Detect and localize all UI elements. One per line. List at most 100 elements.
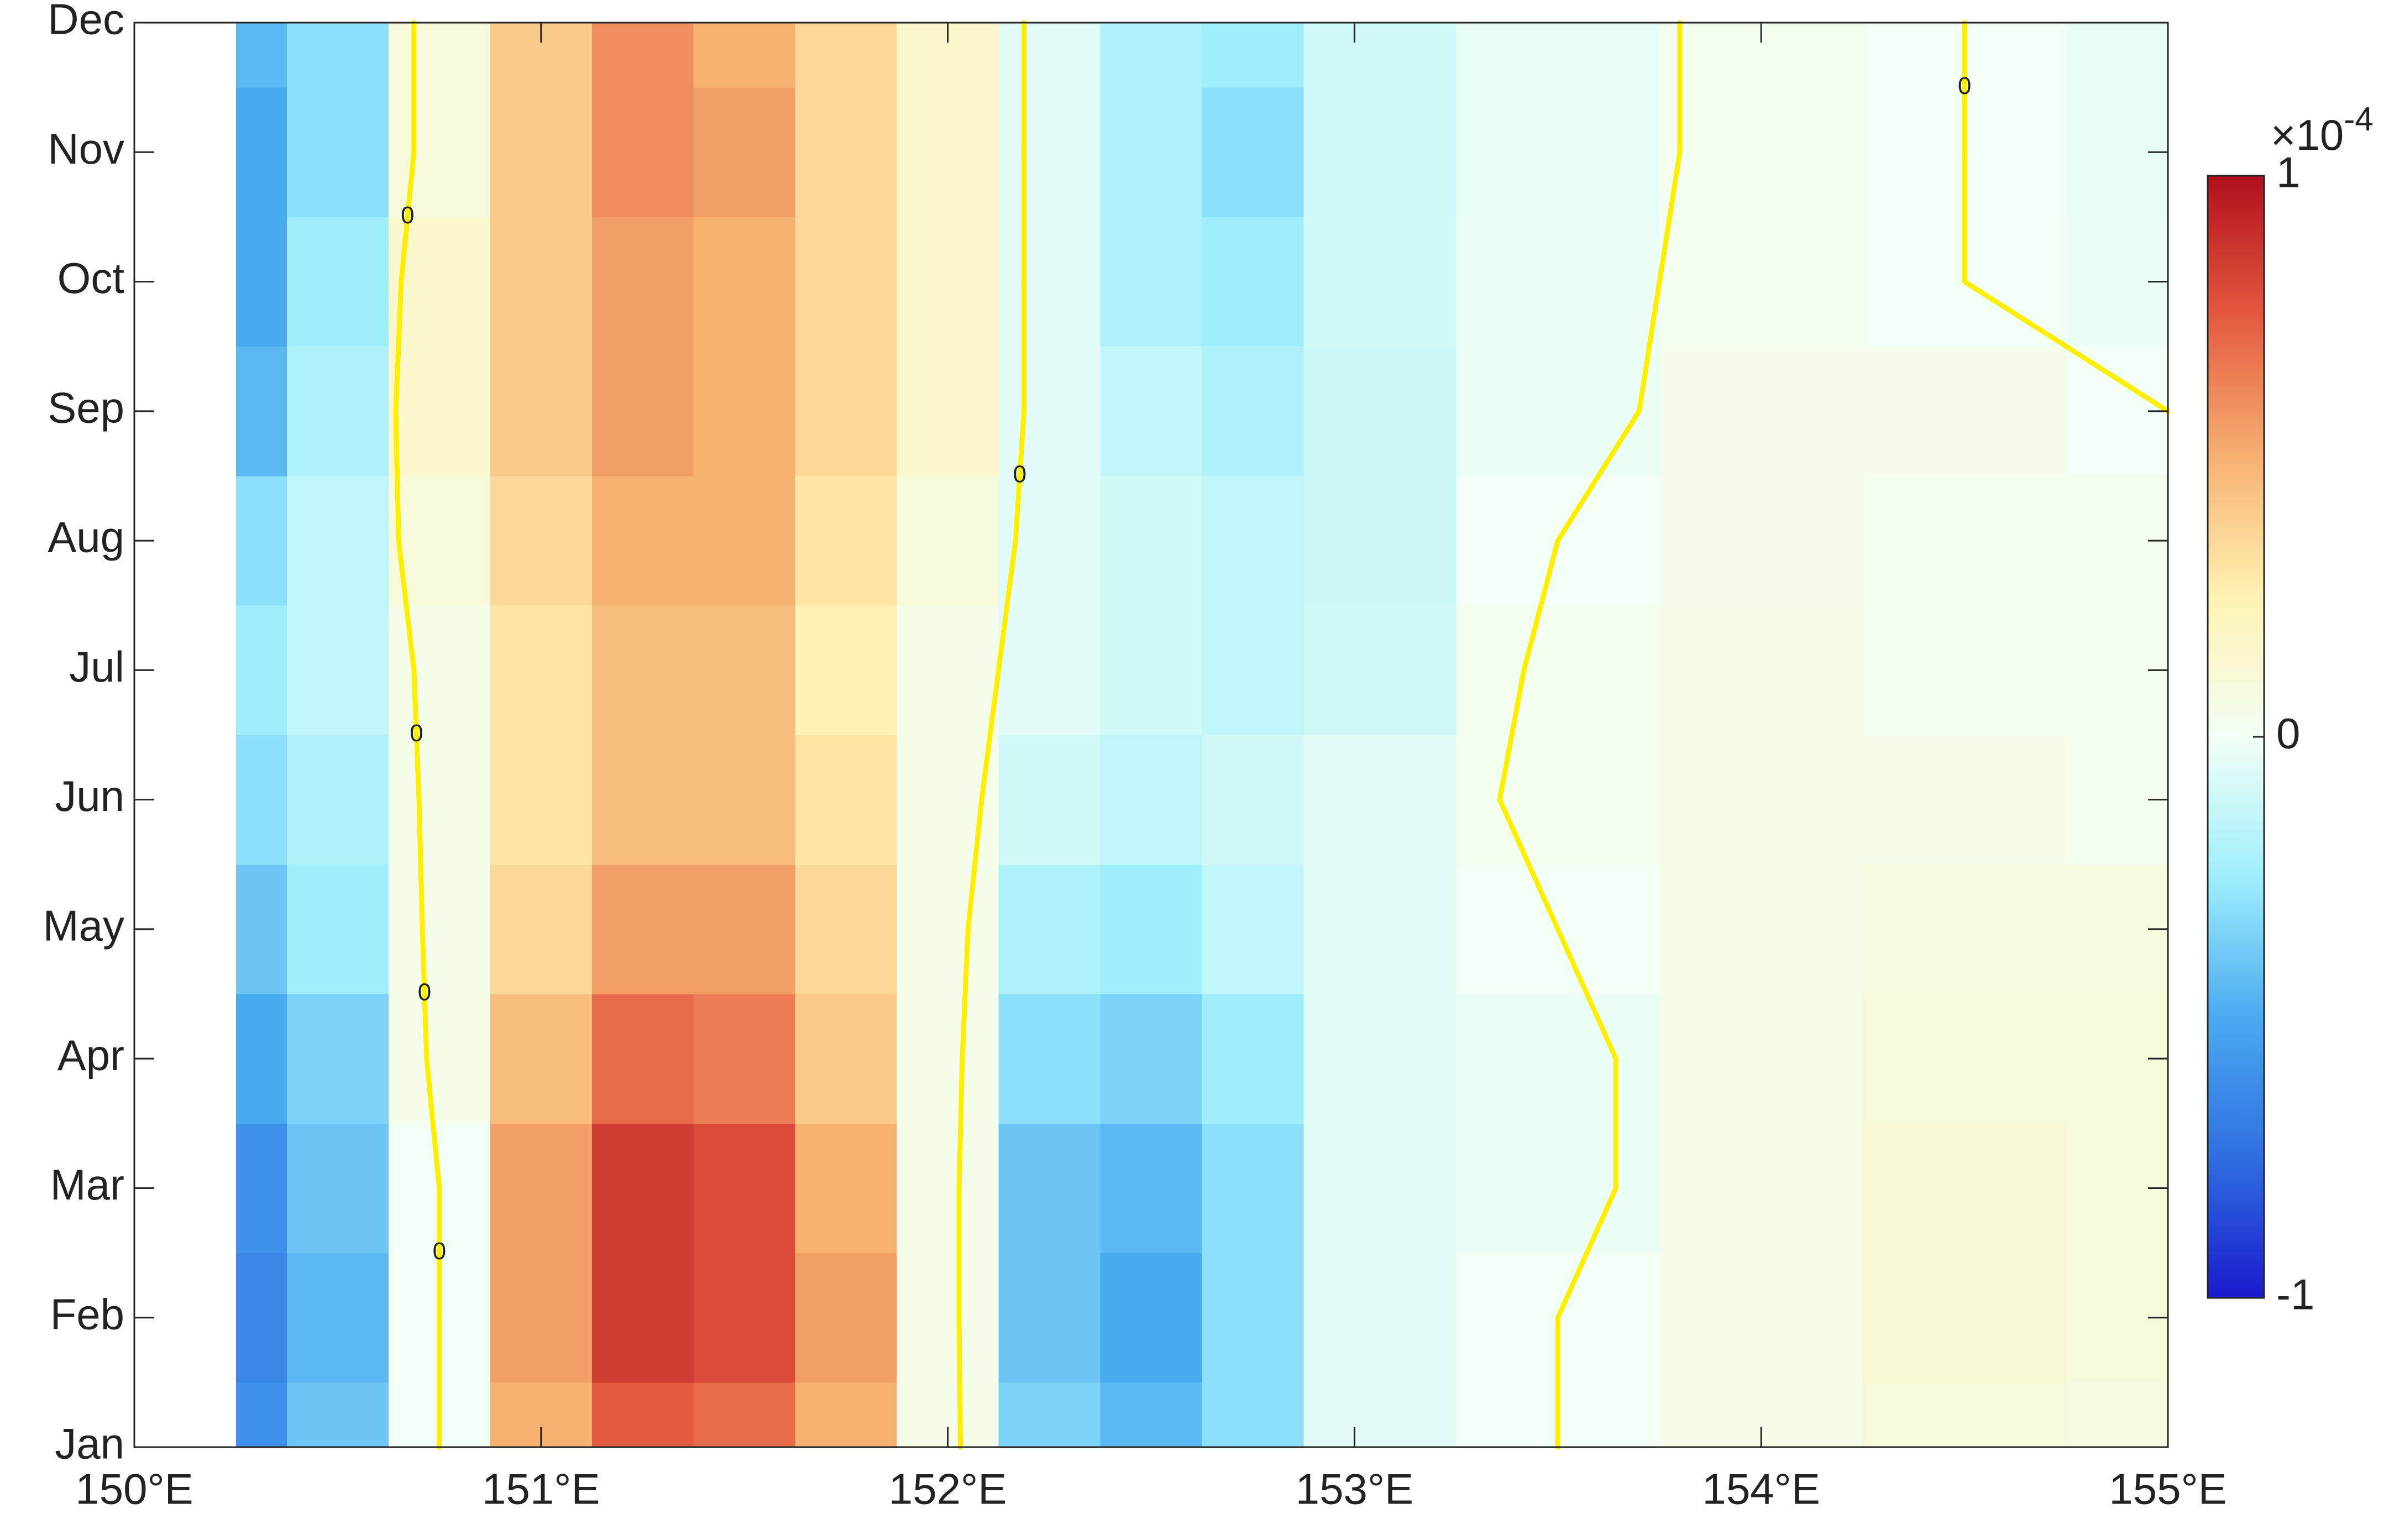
cell [490, 864, 593, 994]
cell [235, 994, 287, 1124]
cell [693, 87, 796, 217]
x-tick-label: 151°E [482, 1465, 600, 1513]
cell [693, 1382, 796, 1448]
cell [591, 735, 694, 865]
contour-segment [1497, 667, 1527, 803]
cell [998, 735, 1101, 865]
exponent: -4 [2344, 101, 2373, 138]
colorbar-tick-label: 0 [2276, 709, 2300, 758]
contour-segment [956, 1315, 963, 1450]
cell [591, 23, 694, 88]
cell [1456, 605, 1660, 735]
cell [1100, 23, 1202, 88]
contour-label: 0 [433, 1238, 446, 1265]
cell [693, 217, 796, 347]
cell [235, 1253, 287, 1383]
cell [998, 87, 1101, 217]
cell [1659, 1123, 1863, 1254]
cell [693, 994, 796, 1124]
cell [1303, 735, 1457, 865]
cell [998, 1253, 1101, 1383]
x-tick-label: 150°E [75, 1465, 193, 1513]
cell [998, 864, 1101, 994]
cell [388, 735, 491, 865]
cell [2066, 23, 2168, 88]
cell [1100, 994, 1202, 1124]
cell [1100, 475, 1202, 606]
cell [490, 605, 593, 735]
contour-segment [393, 279, 404, 414]
cell [693, 23, 796, 88]
cell [286, 475, 389, 606]
cell [1303, 605, 1457, 735]
cell [1100, 605, 1202, 735]
cell [591, 1123, 694, 1254]
cell [591, 1253, 694, 1383]
cell [235, 605, 287, 735]
cell [998, 994, 1101, 1124]
cell [795, 1123, 898, 1254]
cell [1456, 346, 1660, 476]
cell [1100, 735, 1202, 865]
cell [998, 217, 1101, 347]
cell [1863, 735, 2067, 865]
cell [693, 346, 796, 476]
contour-segment [956, 1056, 965, 1191]
cell [591, 87, 694, 217]
cell [1456, 735, 1660, 865]
cell [1303, 87, 1457, 217]
cell [1659, 87, 1863, 217]
cell [897, 1123, 999, 1254]
cell [1863, 1253, 2067, 1383]
contour-segment [393, 408, 401, 543]
cell [1202, 1123, 1304, 1254]
colorbar-tick-label: 1 [2276, 148, 2300, 197]
cell [1456, 217, 1660, 347]
cell [1100, 864, 1202, 994]
cell [1303, 23, 1457, 88]
cell [1863, 1382, 2067, 1448]
cell [1303, 475, 1457, 606]
cell [1100, 1123, 1202, 1254]
cell [693, 605, 796, 735]
contour-segment [1555, 408, 1642, 543]
cell [1303, 1253, 1457, 1383]
cell [286, 23, 389, 88]
x-tick-label: 153°E [1296, 1465, 1413, 1513]
cell [998, 605, 1101, 735]
contour-segment [396, 538, 417, 673]
cell [795, 23, 898, 88]
cell [591, 605, 694, 735]
cell [1863, 605, 2067, 735]
cell [795, 217, 898, 347]
cell [1202, 605, 1304, 735]
cell [286, 605, 389, 735]
cell [1659, 475, 1863, 606]
y-tick-label: Jun [55, 772, 124, 820]
cell [286, 217, 389, 347]
cell [998, 23, 1101, 88]
cell [490, 346, 593, 476]
contour-segment [965, 797, 984, 932]
cell [286, 1253, 389, 1383]
cell [235, 23, 287, 88]
cell [1659, 346, 1863, 476]
cell [897, 217, 999, 347]
cell [1456, 87, 1660, 217]
x-tick-label: 154°E [1702, 1465, 1820, 1513]
cell [1303, 1382, 1457, 1448]
cell [1100, 1253, 1202, 1383]
cell [1659, 735, 1863, 865]
cell [388, 864, 491, 994]
contour-label: 0 [401, 202, 414, 229]
cell [1303, 864, 1457, 994]
contour-segment [996, 538, 1018, 673]
cell [897, 864, 999, 994]
contour-segment [960, 926, 971, 1061]
x-tick-label: 152°E [889, 1465, 1007, 1513]
contour-segment [420, 926, 429, 1061]
cell [235, 735, 287, 865]
cell [1863, 346, 2067, 476]
